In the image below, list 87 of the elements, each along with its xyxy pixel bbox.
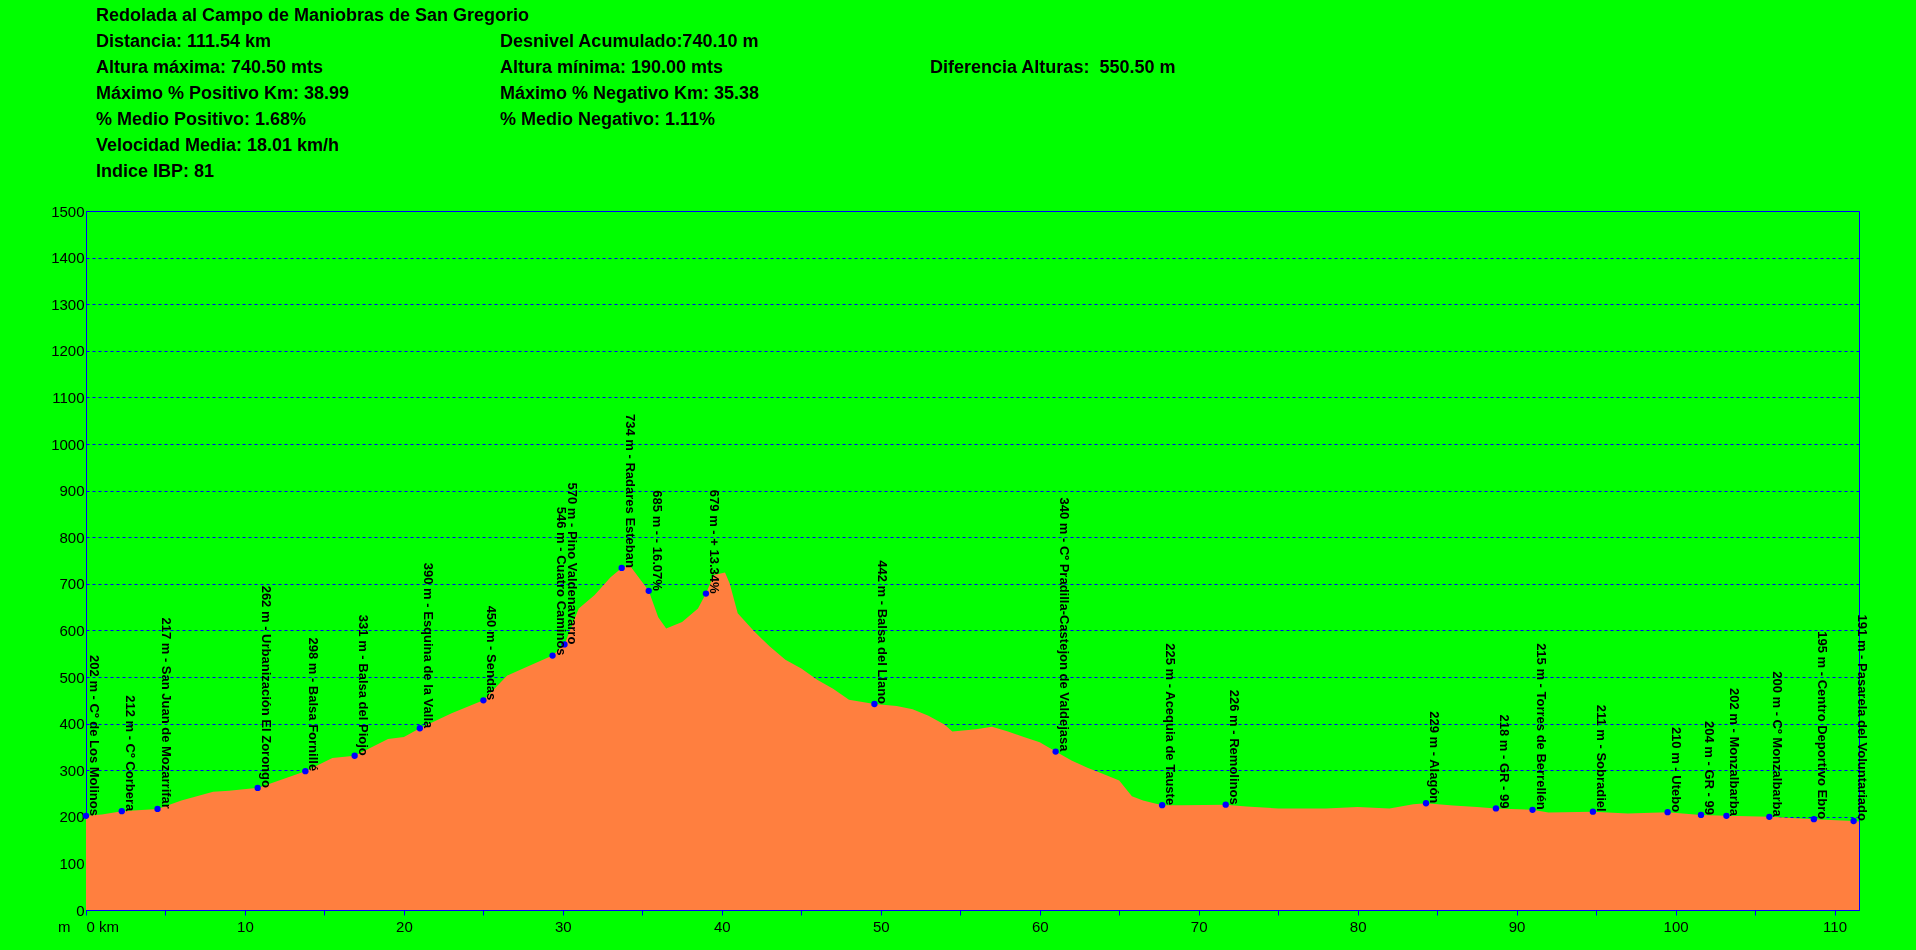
text: Diferencia Alturas: 550.50 m	[930, 56, 1176, 78]
point	[1697, 811, 1705, 819]
y-tick-label: 100	[59, 854, 85, 872]
point	[1529, 806, 1536, 813]
y-tick-label: 800	[59, 528, 85, 546]
point	[871, 700, 878, 708]
x-tick-label: 80	[1349, 917, 1367, 935]
point	[480, 697, 487, 704]
data-label: 218 m - GR - 99	[1496, 714, 1512, 809]
text: Máximo % Positivo Km: 38.99	[96, 82, 351, 104]
x-tick-label: 60	[1031, 917, 1049, 935]
y-tick-label: 1000	[51, 435, 85, 453]
text: Máximo % Negativo Km: 35.38	[500, 82, 761, 104]
x-tick-label: 100	[1663, 917, 1689, 935]
point	[1810, 815, 1818, 823]
point	[1766, 813, 1773, 820]
data-label: 200 m - Cº Monzalbarba	[1770, 671, 1786, 818]
text: % Medio Positivo: 1.68%	[96, 108, 308, 130]
chart-title: Redolada al Campo de Maniobras de San Gregorio	[96, 4, 531, 26]
data-label: 225 m - Acequia de Tauste	[1163, 643, 1179, 806]
point	[618, 564, 625, 572]
point	[1158, 801, 1166, 809]
data-label: 204 m - GR - 99	[1702, 721, 1717, 815]
point	[702, 590, 710, 597]
text: Desnivel Acumulado:740.10 m	[500, 30, 760, 52]
data-label: 229 m - Alagón	[1427, 711, 1442, 804]
y-tick-label: 1200	[51, 342, 85, 360]
text: Distancia: 111.54 km	[96, 30, 273, 52]
data-label: 217 m - San Juan de Mozarrifar	[158, 617, 174, 809]
data-label: 390 m - Esquina de la Valla	[420, 562, 436, 730]
point	[1492, 805, 1500, 812]
point	[1723, 812, 1730, 820]
point	[1222, 801, 1229, 808]
data-label: 685 m - - 16.07%	[649, 490, 665, 592]
data-label: 262 m - Urbanización El Zorongo	[258, 585, 274, 788]
y-tick-label: 900	[59, 482, 85, 500]
point	[302, 767, 309, 775]
point	[1664, 808, 1671, 816]
y-tick-label: 1400	[51, 249, 85, 267]
data-label: 442 m - Balsa del Llano	[875, 560, 891, 705]
data-label: 215 m - Torres de Berrellén	[1533, 643, 1549, 810]
text: Altura mínima: 190.00 mts	[500, 56, 725, 78]
point	[1589, 808, 1597, 815]
x-tick-label: 90	[1508, 917, 1526, 935]
text: Velocidad Media: 18.01 km/h	[96, 134, 341, 156]
data-label: 734 m - Radares Esteban	[622, 414, 638, 569]
x-tick-label: 70	[1190, 917, 1208, 935]
data-label: 202 m - Monzalbarba	[1727, 687, 1743, 817]
x-tick-label: 0 km	[86, 917, 120, 935]
data-label: 298 m - Balsa Fornillé	[306, 637, 322, 772]
data-label: 202 m - Cº de Los Molinos	[87, 655, 102, 816]
y-tick-label: 500	[59, 668, 85, 686]
x-tick-label: 20	[396, 917, 413, 935]
x-tick-label: 10	[237, 917, 254, 935]
point	[549, 652, 556, 659]
point	[1850, 817, 1857, 825]
x-tick-label: 50	[872, 917, 890, 935]
y-axis-title: m	[58, 917, 71, 935]
x-tick-label: 30	[555, 917, 572, 935]
data-label: 195 m - Centro Deportivo Ebro	[1814, 631, 1830, 820]
point	[416, 725, 423, 732]
data-label: 679 m - + 13.34%	[706, 489, 722, 595]
point	[154, 805, 161, 813]
y-tick-label: 600	[59, 621, 85, 639]
data-label: 191 m - Pasarela del Voluntariado	[1854, 614, 1870, 822]
y-tick-label: 0	[76, 901, 85, 919]
data-label: 450 m - Sendas	[484, 605, 500, 701]
y-tick-label: 1500	[51, 202, 85, 220]
x-tick-label: 110	[1823, 917, 1847, 935]
y-tick-label: 300	[59, 761, 85, 779]
point	[645, 587, 652, 594]
data-label: 210 m - Utebo	[1668, 726, 1684, 813]
data-label: 340 m - Cº Pradilla-Castejon de Valdejasa	[1056, 497, 1072, 753]
y-tick-label: 1300	[51, 295, 85, 313]
x-tick-label: 40	[713, 917, 731, 935]
data-label: 211 m - Sobradiel	[1593, 704, 1609, 812]
y-tick-label: 1100	[52, 388, 85, 406]
y-tick-label: 200	[59, 808, 85, 826]
data-label: 226 m - Remolinos	[1226, 689, 1242, 805]
text: Altura máxima: 740.50 mts	[96, 56, 325, 78]
data-label: 331 m - Balsa del Piojo	[355, 614, 371, 756]
y-tick-label: 400	[59, 715, 85, 733]
y-tick-label: 700	[59, 575, 85, 593]
text: Indice IBP: 81	[96, 160, 216, 182]
data-label: 212 m - Cº Corbera	[122, 695, 138, 812]
point	[118, 808, 125, 815]
text: % Medio Negativo: 1.11%	[500, 108, 717, 130]
